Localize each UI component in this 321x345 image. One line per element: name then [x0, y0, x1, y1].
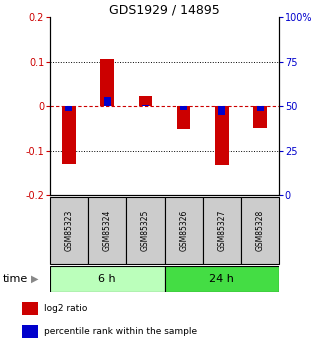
Bar: [177, 106, 190, 129]
Bar: [257, 106, 264, 111]
Text: percentile rank within the sample: percentile rank within the sample: [44, 327, 197, 336]
Bar: [65, 106, 72, 111]
Text: log2 ratio: log2 ratio: [44, 304, 88, 313]
Bar: [241, 197, 279, 264]
Bar: [164, 266, 279, 292]
Bar: [215, 106, 229, 165]
Text: time: time: [3, 274, 29, 284]
Text: GSM85325: GSM85325: [141, 210, 150, 251]
Text: 6 h: 6 h: [98, 274, 116, 284]
Bar: [50, 266, 164, 292]
Bar: [88, 197, 126, 264]
Text: 24 h: 24 h: [210, 274, 234, 284]
Bar: [142, 105, 149, 106]
Bar: [139, 96, 152, 106]
Bar: [219, 106, 225, 115]
Bar: [180, 106, 187, 110]
Bar: [126, 197, 164, 264]
Text: GSM85323: GSM85323: [65, 210, 74, 251]
Bar: [203, 197, 241, 264]
Text: GSM85324: GSM85324: [103, 210, 112, 251]
Text: GSM85326: GSM85326: [179, 210, 188, 251]
Bar: [104, 97, 110, 106]
Bar: [62, 106, 75, 164]
Bar: [22, 302, 38, 315]
Text: GSM85327: GSM85327: [217, 210, 226, 251]
Bar: [164, 197, 203, 264]
Bar: [254, 106, 267, 128]
Bar: [50, 197, 88, 264]
Title: GDS1929 / 14895: GDS1929 / 14895: [109, 3, 220, 16]
Text: ▶: ▶: [30, 274, 38, 284]
Bar: [22, 325, 38, 338]
Text: GSM85328: GSM85328: [256, 210, 265, 251]
Bar: [100, 59, 114, 106]
